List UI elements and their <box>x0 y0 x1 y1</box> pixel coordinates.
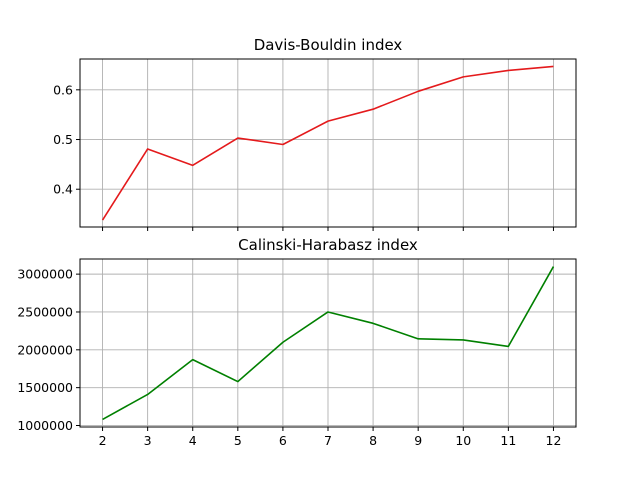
calinski-harabasz-xtick-label: 10 <box>455 433 471 448</box>
calinski-harabasz-ytick-label: 2500000 <box>17 304 73 319</box>
calinski-harabasz-xtick-label: 7 <box>324 433 332 448</box>
calinski-harabasz-xtick-label: 8 <box>369 433 377 448</box>
calinski-harabasz-xtick-label: 3 <box>144 433 152 448</box>
calinski-harabasz-ytick-label: 1500000 <box>17 380 73 395</box>
calinski-harabasz-xtick-label: 11 <box>500 433 516 448</box>
davis-bouldin-series-line <box>101 65 554 221</box>
calinski-harabasz-xtick-label: 5 <box>234 433 242 448</box>
calinski-harabasz-xtick-label: 9 <box>414 433 422 448</box>
calinski-harabasz-title: Calinski-Harabasz index <box>238 236 418 254</box>
davis-bouldin-ytick-label: 0.6 <box>53 82 73 97</box>
calinski-harabasz-xtick-label: 4 <box>189 433 197 448</box>
calinski-harabasz-ytick-label: 2000000 <box>17 342 73 357</box>
calinski-harabasz-xtick-label: 2 <box>99 433 107 448</box>
davis-bouldin-title: Davis-Bouldin index <box>254 36 403 54</box>
calinski-harabasz-xtick-label: 12 <box>546 433 562 448</box>
calinski-harabasz-ytick-label: 3000000 <box>17 267 73 282</box>
calinski-harabasz-series-line <box>102 266 555 421</box>
davis-bouldin-panel: Davis-Bouldin index 0.4 0.5 0.6 <box>53 36 577 231</box>
calinski-harabasz-xtick-label: 6 <box>279 433 287 448</box>
davis-bouldin-ytick-label: 0.4 <box>53 182 73 197</box>
calinski-harabasz-panel: Calinski-Harabasz index 2 3 4 5 6 7 8 9 10 11 12 10… <box>17 236 577 448</box>
davis-bouldin-ytick-label: 0.5 <box>53 132 73 147</box>
calinski-harabasz-ytick-label: 1000000 <box>17 418 73 433</box>
